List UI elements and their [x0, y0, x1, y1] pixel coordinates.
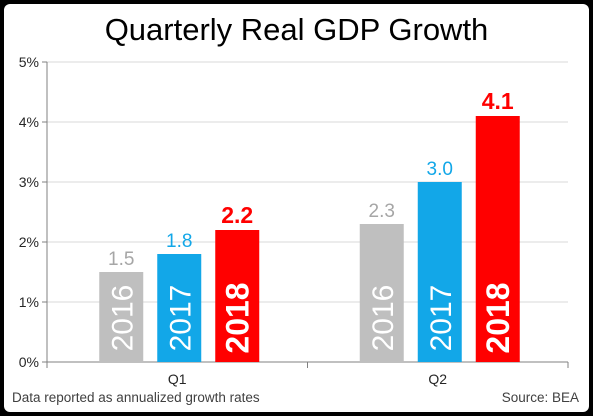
bar-2018-Q2: [475, 116, 520, 362]
bar-2016-Q2: [359, 224, 404, 362]
value-label: 1.5: [108, 249, 134, 270]
value-label: 2.2: [221, 202, 253, 228]
value-label: 4.1: [482, 88, 514, 114]
series-label-2017: 2017: [425, 285, 458, 352]
value-label: 1.8: [166, 231, 192, 252]
x-category-label: Q1: [168, 371, 187, 387]
series-label-2017: 2017: [164, 285, 197, 352]
chart-title: Quarterly Real GDP Growth: [104, 12, 489, 47]
footnote: Data reported as annualized growth rates: [12, 390, 260, 405]
x-category-label: Q2: [428, 371, 447, 387]
bar-2016-Q1: [99, 272, 144, 362]
y-tick-label: 5%: [19, 54, 39, 70]
y-tick-label: 3%: [19, 174, 39, 190]
y-tick-label: 0%: [19, 354, 39, 370]
bar-2018-Q1: [215, 230, 260, 362]
series-label-2018: 2018: [219, 282, 255, 353]
series-label-2016: 2016: [367, 285, 400, 352]
y-tick-label: 4%: [19, 114, 39, 130]
series-label-2016: 2016: [106, 285, 139, 352]
y-tick-label: 1%: [19, 294, 39, 310]
source-note: Source: BEA: [501, 390, 579, 405]
bar-2017-Q1: [157, 254, 202, 362]
bar-2017-Q2: [417, 182, 462, 362]
y-tick-label: 2%: [19, 234, 39, 250]
value-label: 2.3: [369, 201, 395, 222]
value-label: 3.0: [427, 159, 453, 180]
series-label-2018: 2018: [480, 282, 516, 353]
